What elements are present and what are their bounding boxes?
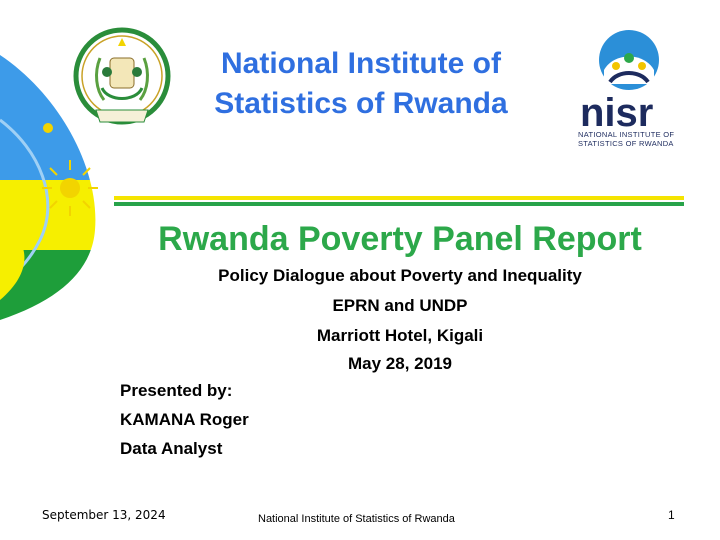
title-line-1: National Institute of <box>221 47 501 80</box>
nisr-subtitle-line-2: STATISTICS OF RWANDA <box>578 139 674 148</box>
sun-icon <box>42 160 98 216</box>
subtitle-venue: Marriott Hotel, Kigali <box>316 326 484 345</box>
coat-of-arms-emblem <box>72 18 172 136</box>
report-title: Rwanda Poverty Panel Report <box>158 220 642 258</box>
subtitle-policy-dialogue: Policy Dialogue about Poverty and Inequa… <box>218 266 582 285</box>
small-sun-icon <box>43 123 53 133</box>
presenter-role: Data Analyst <box>120 439 223 458</box>
footer-date: September 13, 2024 <box>42 508 166 522</box>
subtitle-organizers: EPRN and UNDP <box>332 296 468 315</box>
footer-org: National Institute of Statistics of Rwan… <box>258 513 455 525</box>
subtitle-date: May 28, 2019 <box>348 354 452 373</box>
divider-green <box>114 202 684 206</box>
page-title: National Institute of Statistics of Rwan… <box>176 44 546 124</box>
nisr-globe-icon <box>599 30 659 90</box>
nisr-subtitle-line-1: NATIONAL INSTITUTE OF <box>578 130 675 139</box>
flag-decoration <box>0 55 98 320</box>
nisr-subtitle: NATIONAL INSTITUTE OF STATISTICS OF RWAN… <box>578 130 698 148</box>
nisr-logo: nisr <box>574 22 694 150</box>
page-number: 1 <box>668 508 675 522</box>
nisr-wordmark: nisr <box>580 91 653 132</box>
presenter-name: KAMANA Roger <box>120 410 249 429</box>
divider-yellow <box>114 196 684 200</box>
title-line-2: Statistics of Rwanda <box>214 87 508 120</box>
presenter-label: Presented by: <box>120 381 233 400</box>
